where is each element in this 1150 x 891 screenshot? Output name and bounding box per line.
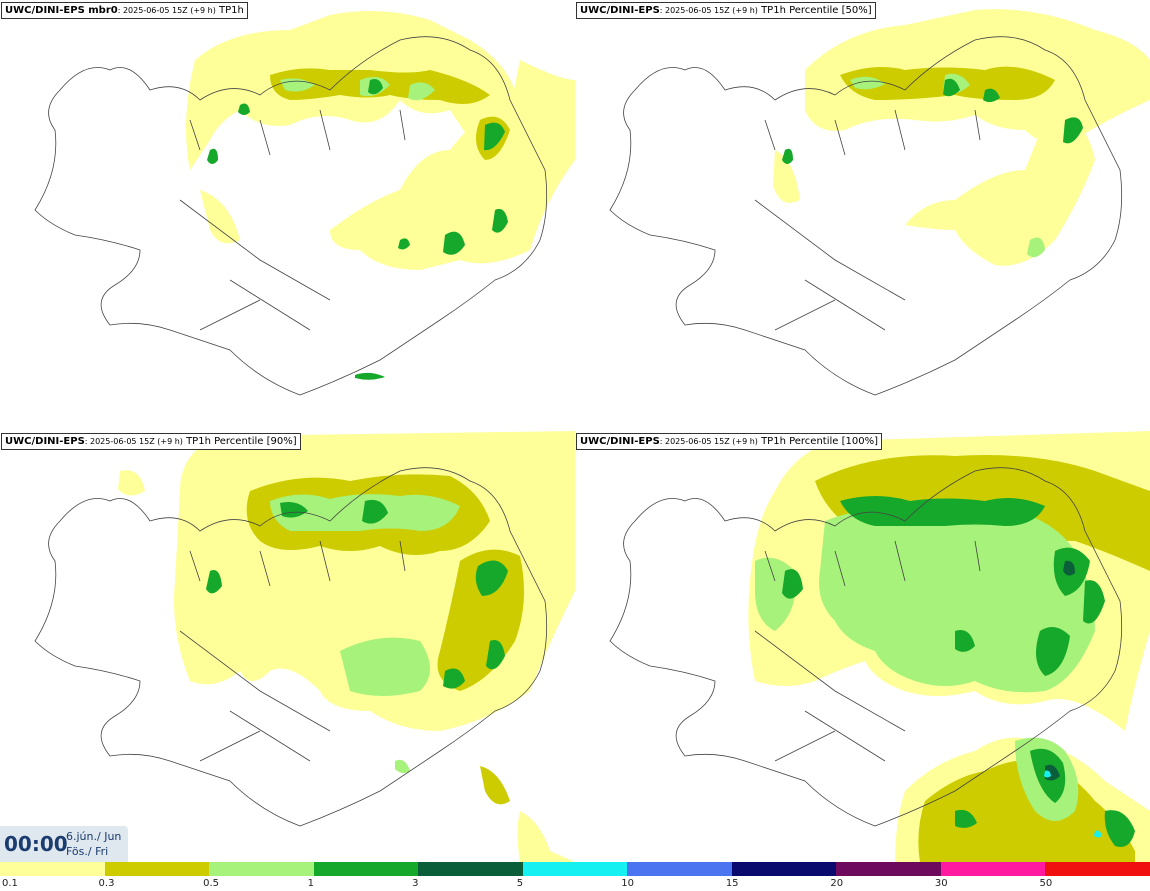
legend-swatch bbox=[1045, 862, 1150, 876]
panel-title: UWC/DINI-EPS: 2025-06-05 15Z (+9 h) TP1h… bbox=[576, 2, 876, 19]
precip-map bbox=[34, 11, 575, 396]
precip-field bbox=[748, 431, 1150, 862]
legend-label: 5 bbox=[516, 878, 524, 889]
legend-label: 0.5 bbox=[203, 878, 219, 889]
legend-swatch bbox=[209, 862, 315, 876]
legend-swatch bbox=[418, 862, 524, 876]
legend-swatch bbox=[627, 862, 733, 876]
valid-time-clock: 00:00 bbox=[4, 832, 68, 856]
legend-swatch bbox=[731, 862, 837, 876]
valid-time-box: 00:00 6.jún./ Jun Fös./ Fri bbox=[0, 826, 128, 862]
precip-map bbox=[609, 9, 1150, 396]
precip-field bbox=[118, 431, 575, 862]
precip-field bbox=[186, 11, 575, 380]
coastline bbox=[34, 36, 548, 396]
precip-legend: 0.1 0.3 0.5 1 3 5 10 15 20 30 50 bbox=[0, 862, 1150, 891]
legend-swatch bbox=[313, 862, 419, 876]
panel-title: UWC/DINI-EPS mbr0: 2025-06-05 15Z (+9 h)… bbox=[1, 2, 248, 19]
precip-map bbox=[609, 431, 1150, 862]
map-panel-p50: UWC/DINI-EPS: 2025-06-05 15Z (+9 h) TP1h… bbox=[575, 0, 1150, 431]
legend-label: 20 bbox=[830, 878, 844, 889]
legend-swatch bbox=[104, 862, 210, 876]
legend-label: 0.3 bbox=[98, 878, 115, 889]
legend-label: 50 bbox=[1039, 878, 1053, 889]
legend-label: 0.1 bbox=[2, 878, 18, 889]
valid-time-date: 6.jún./ Jun bbox=[66, 830, 122, 843]
coastline bbox=[34, 467, 548, 827]
valid-time-day: Fös./ Fri bbox=[66, 845, 109, 858]
legend-swatch bbox=[836, 862, 942, 876]
legend-label: 3 bbox=[412, 878, 419, 889]
legend-label: 30 bbox=[934, 878, 948, 889]
map-panel-mbr0: UWC/DINI-EPS mbr0: 2025-06-05 15Z (+9 h)… bbox=[0, 0, 575, 431]
map-panel-p100: UWC/DINI-EPS: 2025-06-05 15Z (+9 h) TP1h… bbox=[575, 431, 1150, 862]
legend-swatch bbox=[0, 862, 106, 876]
panel-title: UWC/DINI-EPS: 2025-06-05 15Z (+9 h) TP1h… bbox=[576, 433, 882, 450]
panel-title: UWC/DINI-EPS: 2025-06-05 15Z (+9 h) TP1h… bbox=[1, 433, 301, 450]
precip-map bbox=[34, 431, 575, 862]
coastline bbox=[609, 467, 1123, 827]
coastline bbox=[609, 36, 1123, 396]
map-panel-p90: UWC/DINI-EPS: 2025-06-05 15Z (+9 h) TP1h… bbox=[0, 431, 575, 862]
legend-label: 10 bbox=[621, 878, 634, 889]
precip-field bbox=[773, 9, 1150, 266]
legend-label: 15 bbox=[725, 878, 739, 889]
legend-label: 1 bbox=[307, 878, 314, 889]
legend-swatch bbox=[522, 862, 628, 876]
legend-swatch bbox=[940, 862, 1046, 876]
